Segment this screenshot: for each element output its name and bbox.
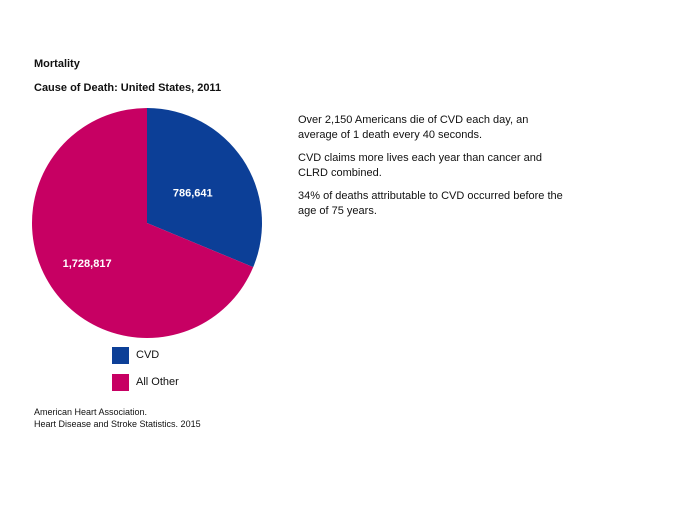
source-line-2: Heart Disease and Stroke Statistics. 201…: [34, 419, 201, 429]
source-line-1: American Heart Association.: [34, 407, 148, 417]
legend-label-cvd: CVD: [136, 349, 160, 361]
legend-swatch-cvd: [112, 346, 129, 364]
pie-slice-cvd: [147, 108, 262, 268]
note-1: Over 2,150 Americans die of CVD each day…: [298, 114, 529, 141]
pie-chart: 786,641 1,728,817: [32, 108, 262, 338]
legend-item-all-other: All Other: [112, 373, 179, 391]
chart-subtitle: Cause of Death: United States, 2011: [34, 82, 222, 94]
note-2: CVD claims more lives each year than can…: [298, 152, 542, 179]
slice-label-all-other: 1,728,817: [63, 258, 112, 270]
source-citation: American Heart Association. Heart Diseas…: [34, 406, 201, 430]
legend: CVD All Other: [112, 346, 179, 400]
note-3: 34% of deaths attributable to CVD occurr…: [298, 190, 563, 217]
legend-item-cvd: CVD: [112, 346, 179, 364]
pie-slice-all-other: [32, 108, 254, 338]
notes: Over 2,150 Americans die of CVD each day…: [298, 113, 568, 227]
legend-label-all-other: All Other: [136, 376, 179, 388]
chart-title: Mortality: [34, 58, 80, 70]
slice-label-cvd: 786,641: [173, 187, 213, 199]
legend-swatch-all-other: [112, 373, 129, 391]
